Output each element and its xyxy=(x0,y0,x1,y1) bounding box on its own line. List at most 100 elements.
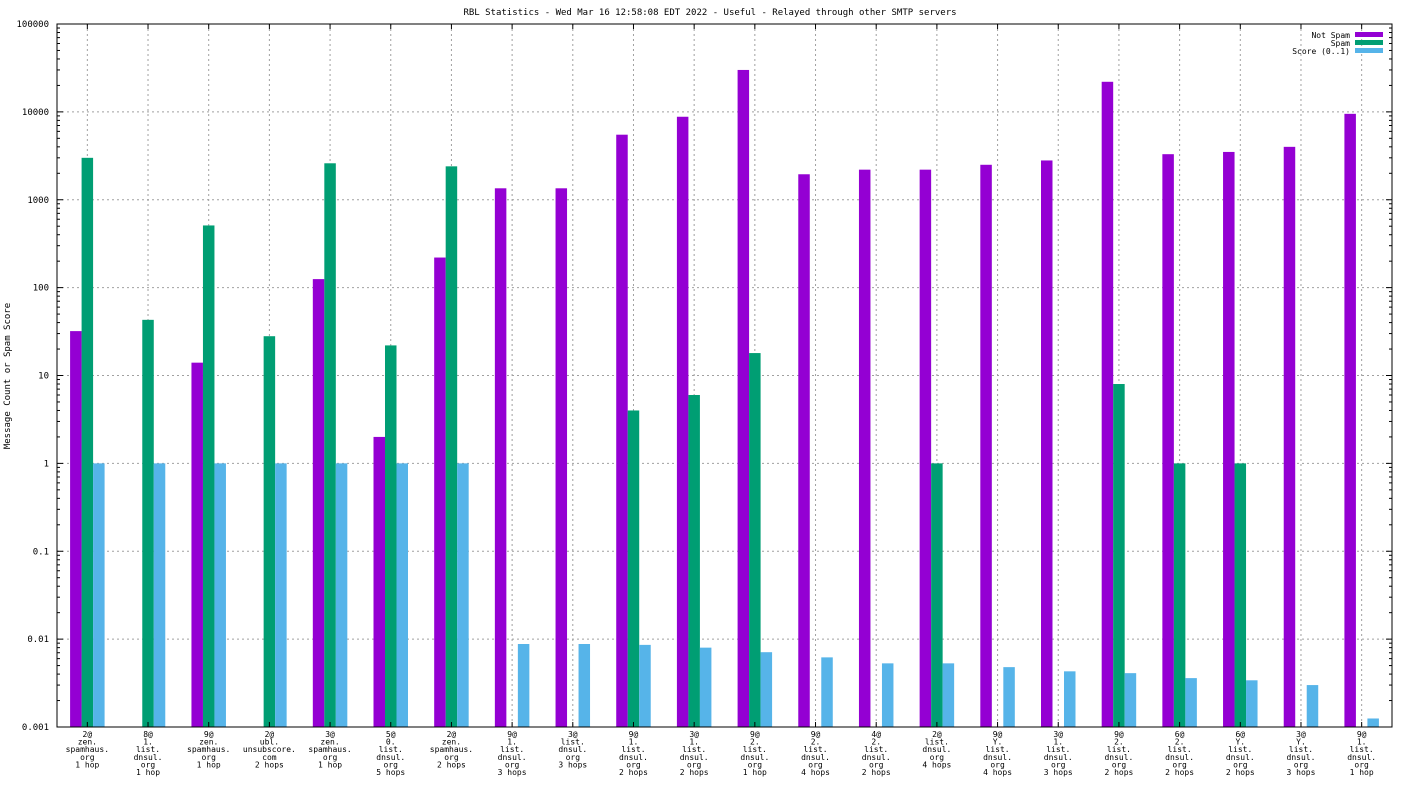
x-tick-label-line: dnsul. xyxy=(1287,753,1316,762)
legend-swatch xyxy=(1355,32,1383,37)
x-tick-label-line: 1 hop xyxy=(1350,768,1374,777)
bar xyxy=(202,225,215,727)
bar xyxy=(578,644,591,727)
x-tick-label: 9@ 2. list. dnsul. org 1 hop xyxy=(740,730,769,777)
x-tick-label-line: list. xyxy=(803,745,827,754)
x-tick-label-line: 3@ xyxy=(1296,730,1306,739)
bar xyxy=(1246,680,1258,727)
x-tick-label-line: 4 hops xyxy=(801,768,830,777)
bar xyxy=(1283,146,1296,727)
bar xyxy=(312,279,325,727)
y-tick-label: 0.1 xyxy=(33,547,49,557)
x-tick-label-line: 4 hops xyxy=(983,768,1012,777)
bar xyxy=(1367,718,1379,727)
bar xyxy=(1041,160,1053,727)
x-tick-label-line: org xyxy=(1233,760,1248,769)
x-tick-label-line: list. xyxy=(1107,745,1131,754)
x-tick-label: 9@ 1. list. dnsul. org 2 hops xyxy=(619,730,648,777)
x-tick-label: 2@ ubl. unsubscore. com 2 hops xyxy=(243,730,296,769)
bar xyxy=(919,169,932,727)
x-tick-label-line: Y. xyxy=(1235,738,1245,747)
bar xyxy=(639,644,651,727)
x-tick-label-line: dnsul. xyxy=(619,753,648,762)
bar xyxy=(881,663,894,727)
bar xyxy=(688,394,700,727)
x-tick-label-line: 1. xyxy=(1053,738,1063,747)
x-tick-label-line: 1. xyxy=(507,738,517,747)
x-tick-label: 3@ Y. list. dnsul. org 3 hops xyxy=(1287,730,1316,777)
x-tick-label: 2@ list. dnsul. org 4 hops xyxy=(922,730,951,769)
bar xyxy=(1234,463,1247,727)
x-tick-label-line: spamhaus. xyxy=(66,745,109,754)
chart-title: RBL Statistics - Wed Mar 16 12:58:08 EDT… xyxy=(463,8,956,18)
x-tick-label-line: 0. xyxy=(386,738,396,747)
x-tick-label-line: list. xyxy=(136,745,160,754)
x-tick-label-line: dnsul. xyxy=(680,753,709,762)
bar xyxy=(142,319,154,727)
bar xyxy=(555,188,568,727)
x-tick-label-line: dnsul. xyxy=(558,745,587,754)
x-tick-label-line: 2@ xyxy=(83,730,93,739)
x-tick-label: 8@ 1. list. dnsul. org 1 hop xyxy=(134,730,163,777)
x-tick-label: 9@ zen. spamhaus. org 1 hop xyxy=(187,730,230,769)
x-tick-label: 6@ 2. list. dnsul. org 2 hops xyxy=(1165,730,1194,777)
legend-label: Not Spam xyxy=(1311,31,1350,40)
x-tick-label-line: list. xyxy=(864,745,888,754)
bar xyxy=(1223,151,1235,728)
bar xyxy=(1003,667,1015,727)
x-tick-label-line: list. xyxy=(1350,745,1374,754)
bar xyxy=(373,436,385,727)
x-tick-label-line: 3 hops xyxy=(1287,768,1316,777)
x-tick-label-line: 4@ xyxy=(871,730,881,739)
bar xyxy=(1185,678,1197,727)
x-tick-label-line: 2. xyxy=(871,738,881,747)
x-tick-label-line: list. xyxy=(925,738,949,747)
x-tick-label-line: 8@ xyxy=(143,730,153,739)
axes xyxy=(56,23,1393,728)
x-tick-label-line: list. xyxy=(1046,745,1070,754)
x-tick-label-line: dnsul. xyxy=(134,753,163,762)
bar xyxy=(1306,685,1319,727)
x-tick-label: 3@ list. dnsul. org 3 hops xyxy=(558,730,587,769)
bar xyxy=(749,353,761,727)
y-tick-label: 10 xyxy=(38,372,49,382)
x-tick-label: 9@ Y. list. dnsul. org 4 hops xyxy=(983,730,1012,777)
x-tick-label-line: org xyxy=(869,760,884,769)
x-tick-label-line: spamhaus. xyxy=(187,745,230,754)
x-tick-label-line: Y. xyxy=(1296,738,1306,747)
x-tick-label-line: org xyxy=(990,760,1005,769)
y-tick-label: 0.01 xyxy=(27,635,49,645)
x-tick-label: 9@ 2. list. dnsul. org 4 hops xyxy=(801,730,830,777)
x-tick-label-line: dnsul. xyxy=(983,753,1012,762)
x-tick-label-line: org xyxy=(141,760,156,769)
x-tick-label-line: 1 hop xyxy=(197,760,221,769)
x-tick-label-line: list. xyxy=(1289,745,1313,754)
x-tick-label-line: 2. xyxy=(750,738,760,747)
x-tick-label-line: list. xyxy=(500,745,524,754)
legend-label: Score (0..1) xyxy=(1292,47,1350,56)
x-tick-label-line: spamhaus. xyxy=(430,745,473,754)
x-tick-label-line: 2 hops xyxy=(255,760,284,769)
bar xyxy=(980,164,992,728)
bar xyxy=(1173,463,1186,727)
x-tick-label-line: dnsul. xyxy=(1044,753,1073,762)
x-tick-label-line: list. xyxy=(1228,745,1252,754)
bar xyxy=(191,362,203,727)
x-tick-label-line: 3@ xyxy=(568,730,578,739)
x-tick-label-line: list. xyxy=(561,738,585,747)
x-tick-label-line: org xyxy=(1172,760,1187,769)
x-tick-label: 9@ 1. list. dnsul. org 1 hop xyxy=(1347,730,1376,777)
bar xyxy=(396,463,408,727)
x-tick-label-line: 3@ xyxy=(689,730,699,739)
x-tick-label-line: 2. xyxy=(811,738,821,747)
x-tick-label-line: 9@ xyxy=(811,730,821,739)
x-tick-label-line: org xyxy=(1112,760,1127,769)
x-tick-label-line: org xyxy=(323,753,338,762)
x-tick-label-line: 2@ xyxy=(265,730,275,739)
bar xyxy=(931,463,943,727)
bar xyxy=(858,169,871,727)
x-tick-label-line: org xyxy=(1354,760,1369,769)
x-tick-label-line: 2. xyxy=(1114,738,1124,747)
bar xyxy=(942,663,955,727)
